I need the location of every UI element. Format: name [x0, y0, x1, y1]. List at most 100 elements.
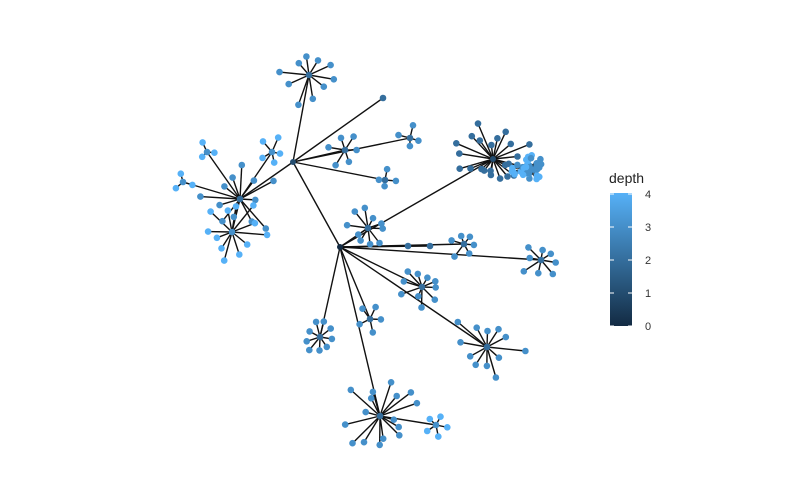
graph-node: [404, 268, 412, 275]
graph-node: [473, 324, 481, 332]
graph-node: [270, 177, 277, 185]
graph-edge: [239, 198, 267, 229]
graph-node: [502, 128, 510, 136]
graph-node: [495, 354, 503, 362]
graph-node: [466, 353, 474, 360]
graph-edge: [372, 391, 381, 417]
graph-edge: [297, 74, 310, 106]
graph-node: [369, 329, 377, 336]
graph-edge: [460, 341, 488, 348]
graph-node: [355, 231, 362, 238]
graph-node: [341, 146, 349, 154]
graph-node: [369, 388, 377, 396]
graph-edge: [456, 142, 494, 160]
legend-ticks: 0 1 2 3 4: [610, 189, 651, 333]
graph-node: [519, 171, 527, 179]
graph-edge: [379, 415, 400, 436]
graph-node: [351, 208, 359, 215]
graph-edge: [288, 74, 310, 85]
depth-legend: depth 0 1 2 3 4: [609, 170, 651, 333]
graph-node: [407, 389, 415, 396]
graph-node: [316, 333, 324, 341]
graph-node: [252, 196, 259, 204]
graph-node: [432, 278, 439, 285]
graph-node: [379, 225, 387, 232]
graph-node: [435, 433, 442, 440]
graph-node: [379, 94, 387, 102]
graph-node: [476, 137, 484, 144]
graph-node: [364, 224, 372, 232]
graph-node: [179, 178, 187, 186]
graph-node: [414, 270, 422, 278]
graph-edge: [420, 286, 423, 308]
graph-node: [274, 134, 282, 141]
graph-node: [305, 71, 313, 79]
graph-node: [341, 421, 349, 428]
graph-edge: [231, 231, 240, 255]
graph-edge: [479, 140, 494, 160]
graph-node: [525, 244, 532, 251]
graph-node: [437, 413, 444, 421]
graph-node: [343, 221, 351, 229]
graph-node: [457, 232, 465, 240]
graph-node: [390, 416, 398, 424]
graph-node: [457, 339, 464, 346]
graph-node: [172, 184, 180, 192]
graph-edge: [231, 231, 268, 236]
graph-edge: [231, 177, 241, 200]
graph-node: [259, 138, 267, 145]
graph-node: [366, 240, 374, 248]
graph-edge: [292, 161, 341, 248]
graph-node: [533, 175, 540, 183]
graph-node: [224, 207, 232, 214]
graph-node: [456, 150, 463, 157]
graph-node: [494, 135, 501, 142]
graph-node: [379, 435, 387, 443]
graph-edge: [476, 327, 488, 348]
graph-node: [323, 343, 331, 351]
graph-node: [337, 134, 345, 142]
graph-edge: [292, 161, 386, 181]
graph-node: [537, 256, 545, 264]
graph-node: [204, 228, 212, 235]
graph-node: [381, 176, 389, 184]
graph-node: [549, 270, 557, 278]
graph-node: [309, 95, 317, 103]
graph-edge: [339, 246, 381, 417]
graph-node: [396, 432, 403, 439]
graph-edge: [339, 246, 423, 288]
graph-node: [547, 250, 555, 258]
graph-node: [495, 325, 502, 333]
graph-edge: [379, 382, 392, 417]
graph-edge: [492, 143, 530, 160]
graph-node: [467, 165, 474, 172]
graph-node: [251, 219, 259, 227]
graph-node: [216, 201, 223, 209]
graph-node: [332, 161, 339, 169]
graph-edge: [223, 185, 241, 200]
graph-edge: [401, 286, 423, 295]
graph-node: [400, 278, 408, 285]
graph-edge: [339, 246, 488, 348]
graph-node: [460, 240, 468, 248]
graph-node: [501, 161, 509, 169]
graph-node: [375, 176, 383, 184]
graph-node: [378, 220, 385, 227]
graph-node: [362, 408, 370, 416]
graph-node: [262, 225, 270, 232]
graph-node: [230, 213, 238, 221]
graph-node: [263, 231, 271, 239]
graph-node: [290, 159, 296, 165]
graph-node: [232, 203, 240, 210]
graph-node: [526, 141, 533, 148]
graph-node: [372, 303, 379, 311]
graph-node: [325, 144, 332, 151]
graph-edge: [492, 158, 501, 179]
graph-node: [504, 173, 511, 180]
graph-node: [383, 165, 391, 173]
graph-node: [218, 245, 225, 252]
graph-edge: [223, 231, 233, 261]
graph-node: [330, 76, 338, 83]
graph-edge: [457, 321, 488, 348]
